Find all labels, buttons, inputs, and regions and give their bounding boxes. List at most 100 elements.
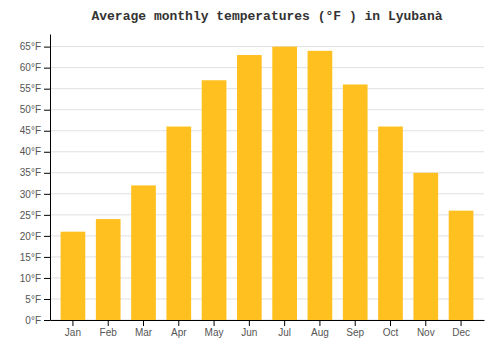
- grid-line: [50, 67, 484, 68]
- bar: [237, 55, 262, 320]
- bar: [343, 84, 368, 320]
- x-tick: Aug: [311, 320, 329, 338]
- y-tick: 30°F: [20, 189, 50, 200]
- y-tick: 45°F: [20, 125, 50, 136]
- y-tick-label: 55°F: [20, 83, 41, 94]
- y-tick-label: 30°F: [20, 189, 41, 200]
- y-tick-mark: [44, 47, 50, 48]
- y-tick: 60°F: [20, 62, 50, 73]
- grid-line: [50, 151, 484, 152]
- chart: 0°F 5°F 10°F 15°F 20°F 25°F 30°F 35°F 40°F 45°F 50…: [0, 0, 500, 350]
- y-tick: 10°F: [20, 273, 50, 284]
- x-tick: Jun: [241, 320, 257, 338]
- y-tick-label: 65°F: [20, 41, 41, 52]
- y-tick-label: 25°F: [20, 210, 41, 221]
- y-tick-label: 45°F: [20, 125, 41, 136]
- y-tick-label: 15°F: [20, 252, 41, 263]
- y-tick-label: 0°F: [25, 315, 41, 326]
- x-tick-mark: [461, 320, 462, 326]
- bar: [272, 47, 297, 320]
- bar: [166, 127, 191, 320]
- x-tick-mark: [319, 320, 320, 326]
- y-tick-mark: [44, 131, 50, 132]
- x-axis-line: [51, 320, 485, 321]
- y-tick-mark: [44, 89, 50, 90]
- y-tick: 5°F: [25, 294, 50, 305]
- y-tick-label: 10°F: [20, 273, 41, 284]
- x-tick: Jan: [65, 320, 81, 338]
- x-tick-label: Feb: [100, 327, 118, 338]
- x-tick: Feb: [100, 320, 118, 338]
- x-tick-mark: [390, 320, 391, 326]
- y-tick-label: 40°F: [20, 146, 41, 157]
- y-tick: 0°F: [25, 315, 50, 326]
- bar: [131, 185, 156, 320]
- y-tick-mark: [44, 320, 50, 321]
- y-tick: 15°F: [20, 252, 50, 263]
- y-tick-label: 60°F: [20, 62, 41, 73]
- y-tick: 65°F: [20, 41, 50, 52]
- x-tick: Dec: [452, 320, 470, 338]
- y-tick-label: 35°F: [20, 167, 41, 178]
- y-tick-label: 20°F: [20, 231, 41, 242]
- grid-line: [50, 88, 484, 89]
- x-tick-label: Dec: [452, 327, 470, 338]
- y-tick: 20°F: [20, 231, 50, 242]
- y-tick: 55°F: [20, 83, 50, 94]
- y-axis-line: [50, 35, 51, 321]
- y-tick-label: 50°F: [20, 104, 41, 115]
- y-tick-mark: [44, 215, 50, 216]
- x-tick-label: Oct: [383, 327, 399, 338]
- x-tick-label: Mar: [135, 327, 153, 338]
- x-tick-label: Apr: [171, 327, 187, 338]
- x-axis: Jan Feb Mar Apr May Jun Jul Aug Sep Oct Nov Dec: [51, 320, 485, 338]
- x-tick: Apr: [171, 320, 187, 338]
- x-tick-label: Aug: [311, 327, 329, 338]
- y-tick-mark: [44, 173, 50, 174]
- x-tick: Jul: [278, 320, 291, 338]
- title: Average monthly temperatures (°F ) in Ly…: [91, 9, 442, 24]
- grid-line: [50, 109, 484, 110]
- x-tick-mark: [284, 320, 285, 326]
- x-tick-label: Nov: [417, 327, 435, 338]
- y-tick-mark: [44, 152, 50, 153]
- x-tick: Sep: [346, 320, 364, 338]
- y-tick-label: 5°F: [25, 294, 41, 305]
- x-tick-label: Jan: [65, 327, 81, 338]
- y-tick: 25°F: [20, 210, 50, 221]
- x-tick-label: May: [205, 327, 224, 338]
- plot: 0°F 5°F 10°F 15°F 20°F 25°F 30°F 35°F 40°F 45°F 50…: [20, 35, 485, 339]
- x-tick-mark: [355, 320, 356, 326]
- x-tick-mark: [214, 320, 215, 326]
- grid-line: [50, 46, 484, 47]
- y-tick-mark: [44, 110, 50, 111]
- y-tick-mark: [44, 299, 50, 300]
- grid: [50, 47, 484, 320]
- x-tick-label: Sep: [346, 327, 364, 338]
- bar: [96, 219, 121, 320]
- y-tick-mark: [44, 257, 50, 258]
- x-tick-label: Jul: [278, 327, 291, 338]
- y-tick-mark: [44, 236, 50, 237]
- bar: [202, 80, 227, 320]
- bar: [378, 127, 403, 320]
- y-axis: 0°F 5°F 10°F 15°F 20°F 25°F 30°F 35°F 40°F 45°F 50…: [20, 35, 51, 326]
- x-tick: Oct: [383, 320, 399, 338]
- bar: [449, 211, 474, 320]
- x-tick: Nov: [417, 320, 435, 338]
- x-tick-mark: [143, 320, 144, 326]
- x-tick-mark: [108, 320, 109, 326]
- x-tick-mark: [425, 320, 426, 326]
- y-tick: 35°F: [20, 167, 50, 178]
- y-tick: 50°F: [20, 104, 50, 115]
- x-tick: May: [205, 320, 224, 338]
- y-tick-mark: [44, 194, 50, 195]
- y-tick-mark: [44, 68, 50, 69]
- x-tick-mark: [178, 320, 179, 326]
- bars: [61, 47, 474, 320]
- x-tick-mark: [249, 320, 250, 326]
- y-tick: 40°F: [20, 146, 50, 157]
- grid-line: [50, 130, 484, 131]
- x-tick: Mar: [135, 320, 153, 338]
- x-tick-label: Jun: [241, 327, 257, 338]
